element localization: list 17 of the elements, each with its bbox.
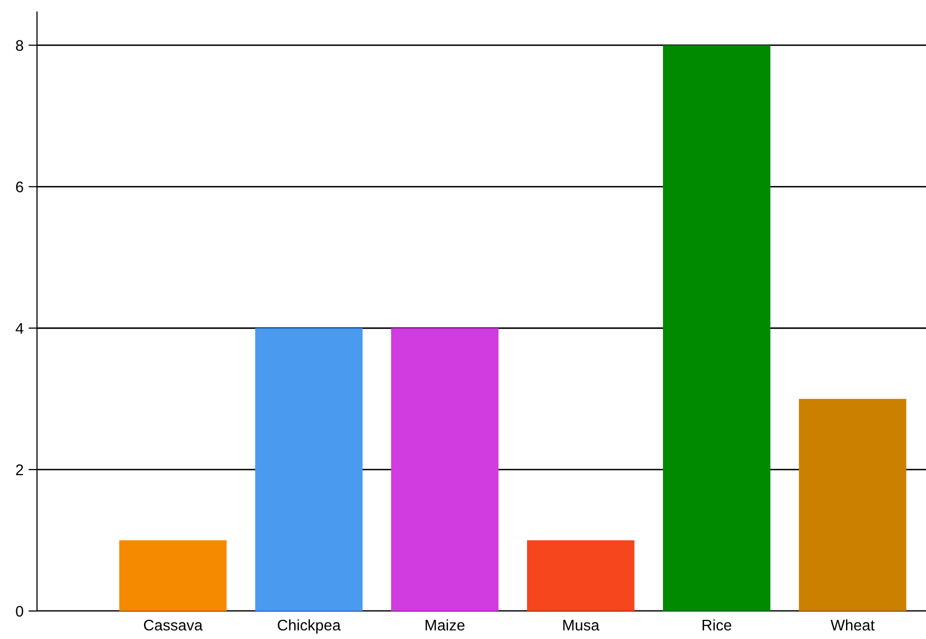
y-tick-label: 8 bbox=[16, 40, 24, 51]
bar bbox=[255, 328, 363, 611]
bar bbox=[119, 540, 227, 611]
x-tick-label: Maize bbox=[426, 619, 464, 631]
y-tick-label: 4 bbox=[16, 323, 24, 334]
y-tick-label: 2 bbox=[16, 464, 24, 476]
x-tick-label: Musa bbox=[563, 620, 600, 631]
bar bbox=[527, 540, 634, 611]
x-tick-label: Cassava bbox=[144, 620, 203, 631]
y-tick-label: 0 bbox=[16, 606, 24, 617]
y-tick-label: 6 bbox=[16, 182, 24, 192]
bar bbox=[391, 328, 498, 611]
x-tick-label: Chickpea bbox=[278, 619, 341, 634]
bar bbox=[662, 45, 770, 611]
x-tick-label: Rice bbox=[702, 619, 732, 631]
bar bbox=[798, 398, 906, 611]
x-tick-label: Wheat bbox=[830, 619, 875, 631]
